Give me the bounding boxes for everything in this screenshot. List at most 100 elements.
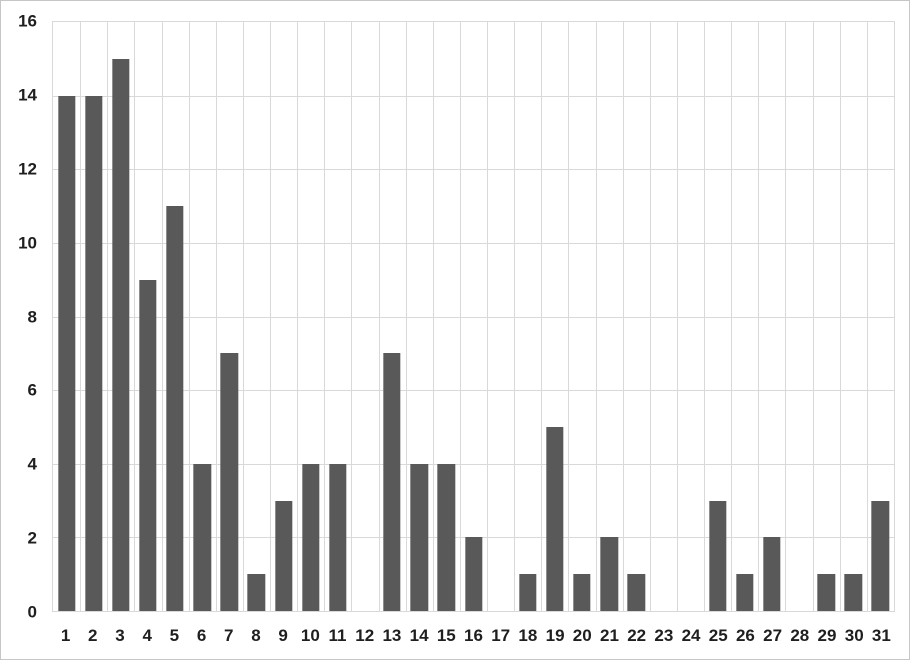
x-axis-tick-label: 23 [654, 626, 674, 645]
gridline-horizontal [53, 242, 894, 244]
bar-day-16 [464, 537, 483, 611]
bar-day-22 [627, 574, 645, 611]
bar-day-18 [519, 574, 537, 611]
x-axis-tick-label: 5 [169, 626, 180, 645]
gridline-vertical [758, 22, 760, 611]
bar-day-31 [871, 500, 890, 611]
gridline-vertical [134, 22, 136, 611]
gridline-horizontal [53, 316, 894, 318]
gridline-vertical [215, 22, 217, 611]
y-axis-labels: 0 2 4 6 8 10 12 14 16 [1, 13, 45, 621]
bar-day-7 [220, 353, 239, 611]
gridline-vertical [568, 22, 570, 611]
plot-area [52, 21, 895, 612]
gridline-vertical [297, 22, 299, 611]
x-axis-tick-label: 28 [790, 626, 810, 645]
bar-day-6 [193, 463, 211, 611]
x-axis-tick-label: 26 [735, 626, 755, 645]
gridline-vertical [487, 22, 489, 611]
gridline-vertical [161, 22, 163, 611]
x-axis-tick-label: 6 [196, 626, 207, 645]
bar-day-9 [274, 500, 293, 611]
y-axis-tick-label: 8 [27, 307, 37, 326]
y-axis-tick-label: 0 [27, 602, 37, 622]
x-axis-tick-label: 10 [300, 626, 320, 645]
gridline-vertical [188, 22, 190, 611]
gridline-vertical [649, 22, 651, 611]
bar-day-21 [600, 537, 618, 611]
gridline-horizontal [53, 95, 894, 97]
bar-day-30 [844, 574, 862, 611]
x-axis-tick-label: 17 [491, 626, 511, 645]
bar-day-5 [166, 206, 184, 611]
bar-day-20 [573, 574, 591, 611]
gridline-vertical [459, 22, 461, 611]
y-axis-tick-label: 6 [27, 380, 37, 400]
y-axis-tick-label: 2 [27, 528, 37, 548]
y-axis-tick-label: 14 [18, 85, 37, 105]
gridline-vertical [731, 22, 733, 611]
x-axis-tick-label: 7 [224, 626, 234, 645]
gridline-vertical [704, 22, 706, 611]
x-axis-tick-label: 1 [60, 626, 71, 645]
gridline-vertical [80, 22, 82, 611]
x-axis-tick-label: 18 [518, 626, 538, 645]
x-axis-tick-label: 12 [355, 626, 375, 645]
y-axis-tick-label: 16 [18, 11, 37, 31]
bar-day-14 [410, 463, 428, 611]
x-axis-labels: 1 2 3 4 5 6 7 8 9 10 11 12 13 14 15 16 17 18 19 20 21 22 23 24 2… [52, 612, 895, 659]
bar-day-27 [763, 537, 781, 611]
x-axis-tick-label: 3 [115, 626, 125, 645]
x-axis-tick-label: 22 [627, 626, 647, 645]
gridline-vertical [405, 22, 407, 611]
y-axis-tick-label: 10 [18, 233, 37, 253]
gridline-horizontal [53, 463, 894, 465]
gridline-vertical [676, 22, 678, 611]
x-axis-tick-label: 19 [545, 626, 565, 645]
gridline-vertical [541, 22, 543, 611]
gridline-vertical [324, 22, 326, 611]
gridline-vertical [107, 22, 109, 611]
gridline-vertical [839, 22, 841, 611]
x-axis-tick-label: 24 [681, 626, 701, 645]
y-axis-tick-label: 4 [27, 454, 37, 474]
bar-day-8 [247, 574, 266, 611]
gridline-vertical [270, 22, 272, 611]
x-axis-tick-label: 16 [464, 626, 483, 645]
x-axis-tick-label: 8 [251, 626, 261, 645]
x-axis-tick-label: 27 [763, 626, 783, 645]
bar-day-4 [139, 279, 157, 611]
x-axis-tick-label: 29 [817, 626, 837, 645]
bar-day-11 [329, 463, 347, 611]
bar-day-15 [437, 463, 456, 611]
gridline-vertical [622, 22, 624, 611]
x-axis-tick-label: 31 [871, 626, 891, 645]
x-axis-tick-label: 25 [708, 626, 728, 645]
x-axis-tick-label: 14 [409, 626, 429, 645]
y-axis-tick-label: 12 [18, 159, 37, 179]
bar-day-13 [383, 353, 401, 611]
gridline-vertical [514, 22, 516, 611]
gridline-horizontal [53, 169, 894, 171]
x-axis-tick-label: 11 [328, 626, 347, 645]
bar-day-26 [736, 574, 754, 611]
gridline-horizontal [53, 390, 894, 392]
x-axis-tick-label: 13 [382, 626, 402, 645]
x-axis-tick-label: 4 [142, 626, 152, 645]
x-axis-tick-label: 15 [436, 626, 456, 645]
gridline-vertical [242, 22, 244, 611]
gridline-vertical [785, 22, 787, 611]
gridline-vertical [378, 22, 380, 611]
bar-day-1 [57, 95, 76, 611]
x-axis-tick-label: 21 [599, 626, 619, 645]
bar-day-2 [85, 95, 103, 611]
gridline-vertical [595, 22, 597, 611]
bar-day-3 [112, 58, 130, 611]
x-axis-tick-label: 30 [844, 626, 864, 645]
bar-day-19 [546, 426, 564, 611]
gridline-vertical [866, 22, 868, 611]
x-axis-tick-label: 9 [278, 626, 288, 645]
bar-day-29 [817, 574, 835, 611]
gridline-vertical [351, 22, 353, 611]
